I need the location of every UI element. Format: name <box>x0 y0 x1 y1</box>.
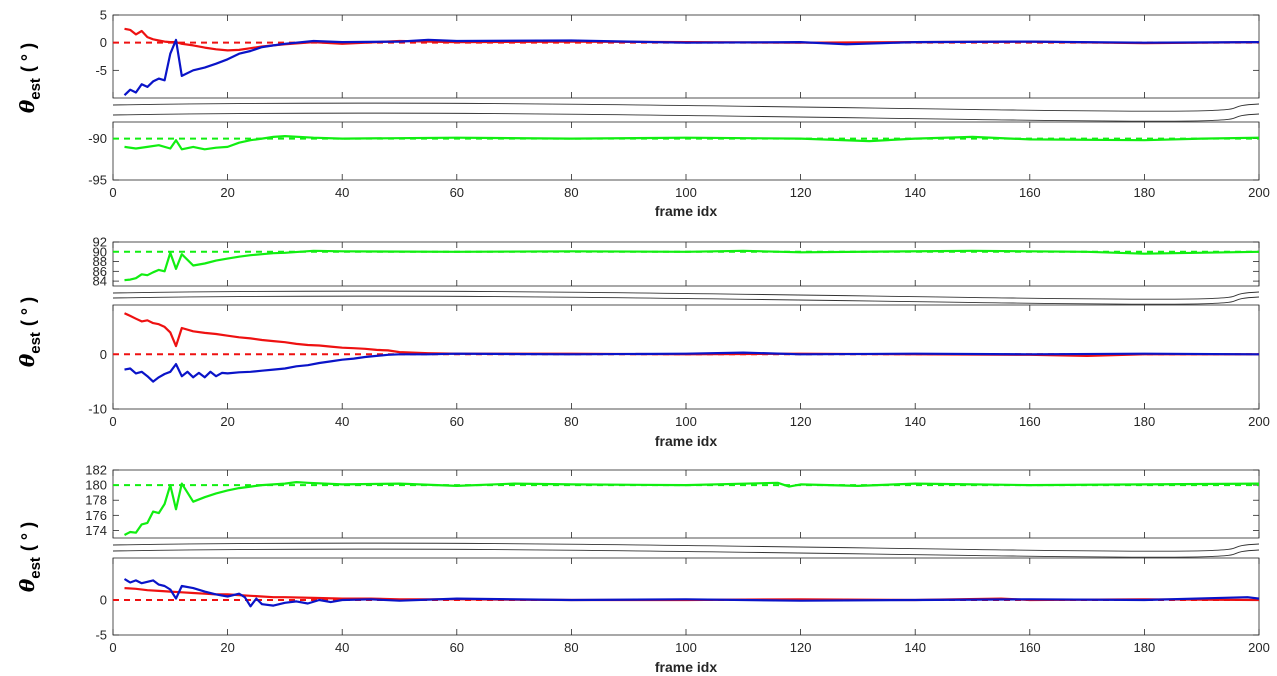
x-tick-label: 160 <box>1019 414 1041 429</box>
y-label-subscript: est <box>27 557 44 579</box>
axes-box-upper <box>112 469 1260 539</box>
axis-break-line <box>112 295 1260 305</box>
series-line-red <box>124 27 1260 52</box>
x-tick-label: 40 <box>335 185 349 200</box>
y-tick-label: -10 <box>88 402 107 417</box>
x-tick-label: 100 <box>675 640 697 655</box>
y-tick-label: 0 <box>100 593 107 608</box>
y-tick-label: 0 <box>100 347 107 362</box>
x-tick-label: 200 <box>1248 185 1270 200</box>
series-line-green <box>123 481 1260 536</box>
y-label-unit: ( ° ) <box>18 297 38 326</box>
x-tick-label: 0 <box>109 640 116 655</box>
y-tick-label: 86 <box>93 264 107 279</box>
y-tick-label: 178 <box>85 493 107 508</box>
x-tick-label: 0 <box>109 185 116 200</box>
y-tick-label: 176 <box>85 508 107 523</box>
y-axis-label: θest ( ° ) <box>15 522 44 592</box>
axes-box-lower <box>112 121 1260 181</box>
axis-break-line <box>112 102 1260 112</box>
x-tick-label: 180 <box>1134 414 1156 429</box>
y-label-unit: ( ° ) <box>18 43 38 72</box>
x-tick-label: 40 <box>335 640 349 655</box>
x-axis-label: frame idx <box>655 433 717 449</box>
x-tick-label: 200 <box>1248 414 1270 429</box>
y-label-symbol: θ <box>15 99 39 113</box>
x-tick-label: 80 <box>564 185 578 200</box>
y-label-symbol: θ <box>15 353 39 367</box>
series-line-blue <box>124 351 1260 383</box>
y-tick-label: -5 <box>95 628 107 643</box>
axis-break-line <box>112 290 1260 300</box>
x-tick-label: 60 <box>450 640 464 655</box>
y-tick-label: -90 <box>88 131 107 146</box>
x-tick-label: 20 <box>220 185 234 200</box>
y-axis-label: θest ( ° ) <box>15 43 44 113</box>
y-label-symbol: θ <box>15 578 39 592</box>
y-tick-label: 92 <box>93 235 107 250</box>
x-tick-label: 120 <box>790 414 812 429</box>
x-tick-label: 20 <box>220 640 234 655</box>
y-tick-label: 180 <box>85 478 107 493</box>
x-tick-label: 80 <box>564 640 578 655</box>
series-line-blue <box>123 38 1260 96</box>
y-tick-label: 5 <box>100 8 107 23</box>
x-tick-label: 80 <box>564 414 578 429</box>
series-line-red <box>124 587 1260 602</box>
y-axis-label: θest ( ° ) <box>15 297 44 367</box>
y-label-subscript: est <box>27 332 44 354</box>
y-label-unit: ( ° ) <box>18 522 38 551</box>
x-tick-label: 160 <box>1019 185 1041 200</box>
x-tick-label: 100 <box>675 414 697 429</box>
axes-box-lower <box>112 304 1260 410</box>
x-tick-label: 140 <box>904 414 926 429</box>
axis-break-line <box>112 542 1260 552</box>
y-label-subscript: est <box>27 78 44 100</box>
x-tick-label: 60 <box>450 185 464 200</box>
series-line-green <box>124 135 1260 151</box>
y-tick-label: 90 <box>93 244 107 259</box>
series-line-green <box>124 249 1260 282</box>
x-axis-label: frame idx <box>655 203 717 219</box>
x-tick-label: 60 <box>450 414 464 429</box>
x-tick-label: 140 <box>904 185 926 200</box>
y-tick-label: -5 <box>95 63 107 78</box>
y-tick-label: 182 <box>85 463 107 478</box>
x-tick-label: 120 <box>790 185 812 200</box>
y-tick-label: 174 <box>85 523 107 538</box>
x-tick-label: 180 <box>1134 640 1156 655</box>
axis-break-line <box>112 548 1260 558</box>
axis-break-line <box>112 112 1260 122</box>
axes-box-upper <box>112 14 1260 99</box>
x-tick-label: 100 <box>675 185 697 200</box>
series-line-red <box>124 312 1259 357</box>
y-tick-label: 0 <box>100 35 107 50</box>
subplot-1: 50-5-90-950 20 40 60 80 100 120 140 160 180 200fra… <box>15 8 1270 220</box>
x-tick-label: 160 <box>1019 640 1041 655</box>
x-tick-label: 40 <box>335 414 349 429</box>
y-tick-label: 84 <box>93 274 107 289</box>
y-tick-label: -95 <box>88 173 107 188</box>
x-tick-label: 200 <box>1248 640 1270 655</box>
x-tick-label: 0 <box>109 414 116 429</box>
axes-box-upper <box>112 241 1260 287</box>
y-tick-label: 88 <box>93 254 107 269</box>
x-axis-label: frame idx <box>655 659 717 675</box>
x-tick-label: 20 <box>220 414 234 429</box>
series-line-blue <box>123 578 1260 608</box>
x-tick-label: 180 <box>1134 185 1156 200</box>
x-tick-label: 120 <box>790 640 812 655</box>
x-tick-label: 140 <box>904 640 926 655</box>
